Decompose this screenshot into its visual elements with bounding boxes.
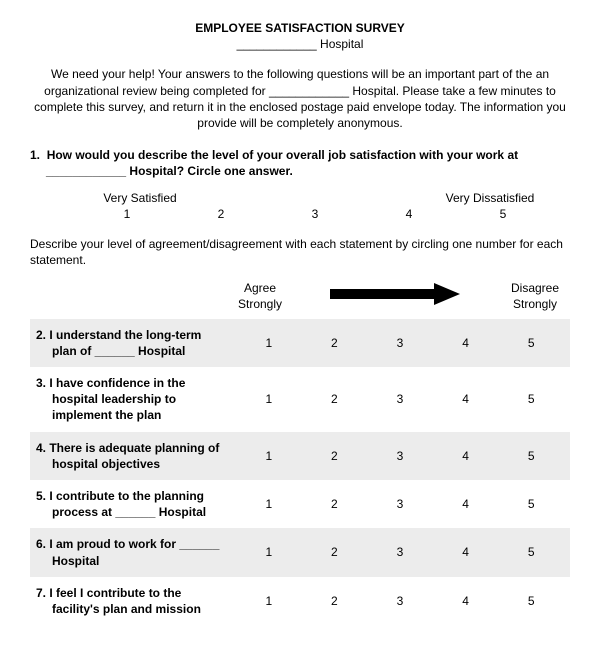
likert-value: 5 [498,593,564,609]
document-title: EMPLOYEE SATISFACTION SURVEY [30,20,570,36]
likert-value: 2 [302,335,368,351]
likert-value: 1 [236,391,302,407]
statement-row: 4. There is adequate planning of hospita… [30,432,570,480]
document-subtitle: ____________ Hospital [30,36,570,52]
statement-text: 4. There is adequate planning of hospita… [36,440,236,472]
q1-scale-1: 1 [80,206,174,222]
statement-text: 7. I feel I contribute to the facility's… [36,585,236,617]
likert-value: 4 [433,593,499,609]
likert-value: 2 [302,448,368,464]
header-disagree: Disagree Strongly [500,280,570,312]
likert-value: 3 [367,544,433,560]
instructions: Describe your level of agreement/disagre… [30,236,570,268]
likert-value: 3 [367,391,433,407]
likert-value: 2 [302,496,368,512]
statement-text: 3. I have confidence in the hospital lea… [36,375,236,424]
q1-scale-4: 4 [362,206,456,222]
likert-value: 3 [367,496,433,512]
likert-value: 5 [498,448,564,464]
likert-value: 3 [367,335,433,351]
q1-scale-5: 5 [456,206,550,222]
likert-value: 3 [367,593,433,609]
likert-value: 2 [302,544,368,560]
likert-value: 5 [498,496,564,512]
likert-value: 5 [498,335,564,351]
statement-row: 2. I understand the long-term plan of __… [30,319,570,367]
statement-row: 3. I have confidence in the hospital lea… [30,367,570,432]
statement-row: 5. I contribute to the planning process … [30,480,570,528]
likert-value: 4 [433,544,499,560]
header-agree: Agree Strongly [230,280,290,312]
likert-value: 1 [236,448,302,464]
question-1-text: How would you describe the level of your… [46,148,518,178]
likert-value: 5 [498,391,564,407]
likert-value: 1 [236,593,302,609]
statement-row: 6. I am proud to work for ______ Hospita… [30,528,570,576]
likert-value: 3 [367,448,433,464]
question-1-number: 1. [30,148,40,162]
q1-scale-right-label: Very Dissatisfied [430,190,550,206]
statement-row: 7. I feel I contribute to the facility's… [30,577,570,625]
likert-value: 2 [302,391,368,407]
likert-value: 2 [302,593,368,609]
statements-list: 2. I understand the long-term plan of __… [30,319,570,625]
q1-scale: Very Satisfied Very Dissatisfied 1 2 3 4… [80,190,550,222]
likert-value: 4 [433,496,499,512]
likert-value: 1 [236,544,302,560]
likert-value: 4 [433,391,499,407]
arrow-icon [330,283,460,309]
likert-value: 1 [236,496,302,512]
intro-paragraph: We need your help! Your answers to the f… [30,66,570,131]
title-block: EMPLOYEE SATISFACTION SURVEY ___________… [30,20,570,52]
q1-scale-3: 3 [268,206,362,222]
likert-value: 4 [433,335,499,351]
q1-scale-left-label: Very Satisfied [80,190,200,206]
likert-header: Agree Strongly Disagree Strongly [30,280,570,312]
statement-text: 2. I understand the long-term plan of __… [36,327,236,359]
likert-value: 4 [433,448,499,464]
q1-scale-2: 2 [174,206,268,222]
statement-text: 6. I am proud to work for ______ Hospita… [36,536,236,568]
likert-value: 5 [498,544,564,560]
statement-text: 5. I contribute to the planning process … [36,488,236,520]
likert-value: 1 [236,335,302,351]
question-1: 1. How would you describe the level of y… [46,147,570,179]
q1-scale-numbers: 1 2 3 4 5 [80,206,550,222]
